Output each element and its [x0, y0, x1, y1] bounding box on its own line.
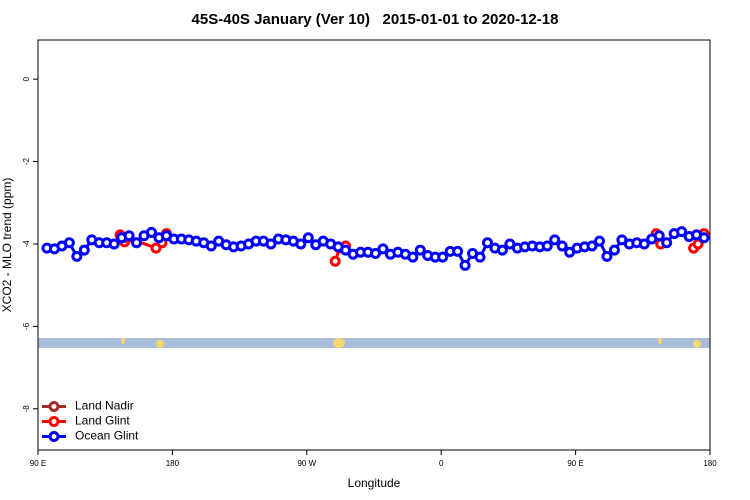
land-patch	[658, 338, 662, 344]
x-tick-label: 90 E	[30, 459, 46, 468]
point	[407, 251, 419, 263]
legend-marker	[48, 431, 60, 442]
point	[496, 244, 508, 256]
point	[653, 230, 665, 242]
y-tick-label: -2	[22, 157, 31, 165]
point	[123, 230, 135, 242]
point	[676, 226, 688, 238]
land-patch	[156, 340, 164, 348]
point	[452, 245, 464, 257]
point	[71, 250, 83, 262]
y-tick-label: -4	[22, 240, 31, 248]
x-tick-label: 90 E	[567, 459, 583, 468]
series	[41, 226, 710, 271]
point	[414, 244, 426, 256]
point	[131, 237, 143, 249]
point	[541, 240, 553, 252]
land-patch	[121, 338, 125, 344]
point	[437, 251, 449, 263]
ocean-band	[38, 338, 710, 348]
x-tick-label: 180	[166, 459, 180, 468]
point	[661, 237, 673, 249]
legend-marker	[48, 416, 60, 427]
x-axis-label: Longitude	[348, 476, 401, 490]
point	[108, 238, 120, 250]
land-strip	[38, 338, 710, 348]
point	[593, 235, 605, 247]
point	[474, 251, 486, 263]
point	[302, 232, 314, 244]
y-axis-label: XCO2 - MLO trend (ppm)	[0, 178, 14, 313]
x-tick-label: 90 W	[297, 459, 316, 468]
point	[549, 234, 561, 246]
point	[586, 240, 598, 252]
point	[369, 247, 381, 259]
point	[601, 250, 613, 262]
y-tick-label: 0	[22, 76, 31, 81]
point	[638, 238, 650, 250]
point	[78, 244, 90, 256]
point	[377, 243, 389, 255]
point	[698, 232, 710, 244]
legend-marker	[48, 401, 60, 412]
legend-label: Land Glint	[75, 414, 130, 428]
y-tick-label: -6	[22, 322, 31, 330]
point	[329, 255, 341, 267]
point	[556, 240, 568, 252]
chart-title: 45S-40S January (Ver 10) 2015-01-01 to 2…	[192, 11, 559, 28]
point	[63, 237, 75, 249]
point	[608, 244, 620, 256]
point	[145, 226, 157, 238]
point	[205, 240, 217, 252]
y-tick-label: -8	[22, 405, 31, 413]
land-patch	[693, 340, 701, 348]
legend-label: Ocean Glint	[75, 429, 139, 443]
point	[265, 238, 277, 250]
legend-label: Land Nadir	[75, 399, 134, 413]
point	[481, 237, 493, 249]
x-tick-label: 180	[703, 459, 717, 468]
plot-frame	[37, 39, 711, 451]
point	[459, 259, 471, 271]
x-tick-label: 0	[439, 459, 444, 468]
land-patch	[333, 338, 345, 348]
point	[295, 238, 307, 250]
